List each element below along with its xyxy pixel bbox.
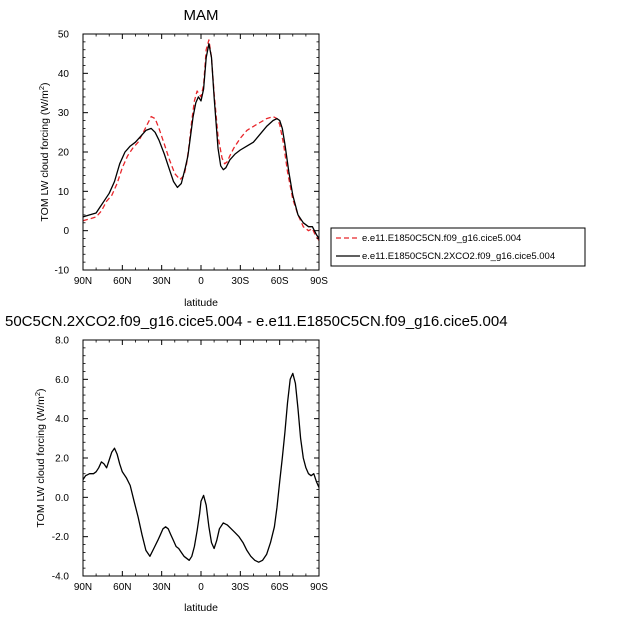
x-tick-label: 60S bbox=[271, 276, 289, 287]
x-tick-label: 60S bbox=[271, 582, 289, 593]
y-tick-label: 40 bbox=[58, 69, 70, 80]
y-tick-label: 2.0 bbox=[55, 454, 69, 465]
bottom-series-group bbox=[82, 372, 320, 563]
x-tick-label: 90S bbox=[310, 276, 328, 287]
x-tick-label: 60N bbox=[113, 276, 131, 287]
y-tick-label: 0 bbox=[63, 226, 69, 237]
y-tick-label: 4.0 bbox=[55, 414, 69, 425]
x-tick-label: 30S bbox=[231, 276, 249, 287]
top-y-axis-label: TOM LW cloud forcing (W/m2) bbox=[37, 82, 51, 221]
top-plot-frame bbox=[82, 33, 320, 271]
legend-label-control: e.e11.E1850C5CN.f09_g16.cice5.004 bbox=[362, 233, 521, 244]
x-tick-label: 30N bbox=[152, 276, 170, 287]
x-tick-label: 30S bbox=[231, 582, 249, 593]
legend-label-2xco2: e.e11.E1850C5CN.2XCO2.f09_g16.cice5.004 bbox=[362, 251, 555, 262]
x-tick-label: 0 bbox=[198, 582, 204, 593]
bottom-y-axis-label: TOM LW cloud forcing (W/m2) bbox=[33, 388, 47, 527]
y-tick-label: 0.0 bbox=[55, 493, 69, 504]
y-tick-label: 30 bbox=[58, 108, 70, 119]
y-tick-label: -2.0 bbox=[52, 532, 70, 543]
y-tick-label: -10 bbox=[55, 266, 70, 277]
y-tick-label: 6.0 bbox=[55, 375, 69, 386]
x-tick-label: 90N bbox=[74, 582, 92, 593]
bottom-panel: 50C5CN.2XCO2.f09_g16.cice5.004 - e.e11.E… bbox=[5, 313, 508, 614]
legend: e.e11.E1850C5CN.f09_g16.cice5.004 e.e11.… bbox=[330, 227, 586, 267]
bottom-x-axis-label: latitude bbox=[184, 602, 218, 614]
x-tick-label: 90S bbox=[310, 582, 328, 593]
series-line-1-0 bbox=[82, 372, 320, 563]
bottom-chart-title: 50C5CN.2XCO2.f09_g16.cice5.004 - e.e11.E… bbox=[5, 313, 508, 330]
x-tick-label: 0 bbox=[198, 276, 204, 287]
top-series-group bbox=[82, 39, 320, 241]
x-tick-label: 30N bbox=[152, 582, 170, 593]
top-x-axis-label: latitude bbox=[184, 297, 218, 309]
bottom-axis-ticks: 90N 60N 30N 0 30S 60S 90S -4.0 -2.0 0.0 2.0 4.0 6.0 8… bbox=[52, 336, 328, 594]
series-line-0-0 bbox=[82, 39, 320, 241]
top-panel: MAM 90N 60N 30N 0 30S 60S 90S -10 0 10 20 30 40 50 la… bbox=[37, 7, 328, 309]
y-tick-label: 20 bbox=[58, 148, 70, 159]
x-tick-label: 60N bbox=[113, 582, 131, 593]
series-line-0-1 bbox=[82, 43, 320, 239]
y-tick-label: 10 bbox=[58, 187, 70, 198]
y-tick-label: 8.0 bbox=[55, 336, 69, 347]
y-tick-label: 50 bbox=[58, 30, 70, 41]
top-axis-ticks: 90N 60N 30N 0 30S 60S 90S -10 0 10 20 30 40 50 bbox=[55, 30, 329, 288]
top-chart-title: MAM bbox=[184, 7, 219, 24]
legend-box bbox=[330, 227, 586, 267]
y-tick-label: -4.0 bbox=[52, 572, 70, 583]
x-tick-label: 90N bbox=[74, 276, 92, 287]
